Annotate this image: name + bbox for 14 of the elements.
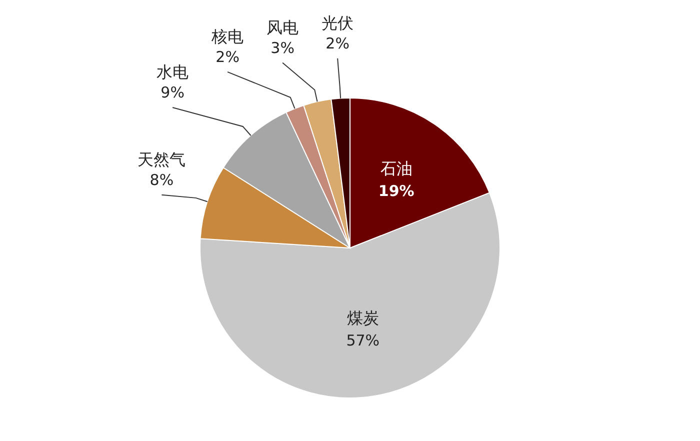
- data-label: 3%: [270, 38, 294, 57]
- data-label: 8%: [150, 170, 174, 189]
- slice-label: 水电: [156, 62, 189, 82]
- data-label: 9%: [160, 83, 184, 102]
- data-label: 19%: [378, 182, 414, 200]
- slice-label: 天然气: [138, 150, 186, 169]
- slice-label: 风电: [266, 18, 299, 37]
- slice-label: 核电: [210, 26, 244, 46]
- slice-label: 石油: [380, 158, 412, 178]
- data-label: 2%: [326, 34, 350, 52]
- data-label: 57%: [346, 331, 380, 350]
- data-label: 2%: [216, 48, 240, 66]
- slice-label: 光伏: [322, 13, 354, 32]
- slice-label: 煤炭: [346, 308, 379, 328]
